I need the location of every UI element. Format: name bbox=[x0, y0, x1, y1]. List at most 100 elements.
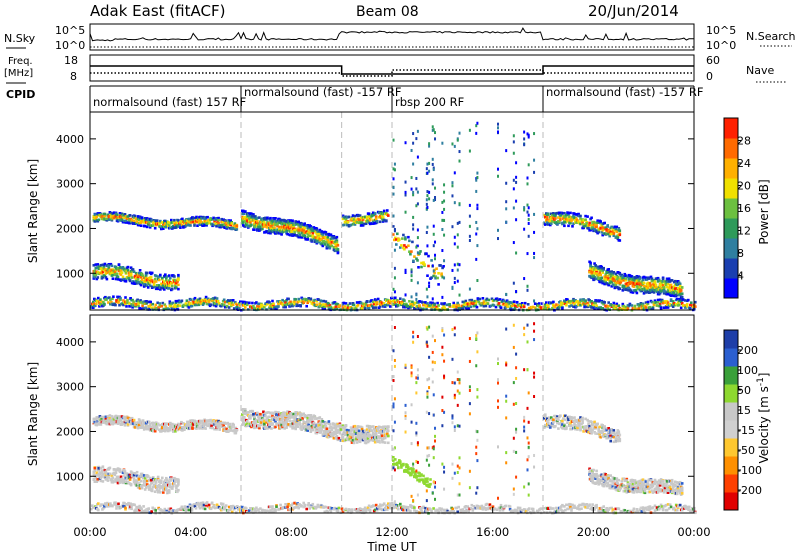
power-echo bbox=[322, 240, 326, 243]
velocity-echo bbox=[266, 427, 269, 430]
velocity-echo bbox=[202, 424, 205, 428]
power-echo bbox=[655, 288, 659, 291]
power-echo bbox=[99, 267, 103, 270]
power-echo bbox=[174, 284, 177, 288]
power-echo bbox=[92, 306, 95, 309]
power-echo bbox=[285, 299, 288, 302]
power-echo bbox=[131, 306, 134, 309]
power-streak bbox=[515, 251, 518, 255]
power-echo bbox=[259, 225, 262, 229]
freq-label: Freq. bbox=[8, 56, 33, 67]
power-echo bbox=[612, 232, 616, 235]
power-echo bbox=[257, 308, 260, 311]
power-echo bbox=[309, 297, 313, 301]
power-echo bbox=[662, 286, 666, 289]
power-echo bbox=[615, 225, 619, 229]
velocity-echo bbox=[295, 411, 298, 414]
power-colorbar-swatch bbox=[724, 178, 738, 199]
power-echo bbox=[314, 236, 318, 239]
power-echo bbox=[318, 302, 322, 306]
power-echo bbox=[500, 300, 504, 303]
velocity-echo bbox=[290, 414, 293, 417]
power-echo bbox=[533, 302, 537, 305]
power-echo bbox=[591, 224, 594, 227]
power-echo bbox=[142, 221, 146, 224]
power-echo bbox=[692, 305, 695, 308]
power-echo bbox=[186, 304, 190, 307]
power-ytick-label: 2000 bbox=[56, 222, 84, 235]
power-colorbar-swatch bbox=[724, 278, 738, 299]
power-echo bbox=[468, 302, 472, 306]
power-echo bbox=[290, 302, 293, 306]
power-echo bbox=[321, 244, 325, 248]
power-streak bbox=[404, 293, 407, 297]
power-echo bbox=[132, 300, 135, 304]
power-echo bbox=[317, 235, 321, 239]
power-echo bbox=[98, 305, 101, 308]
power-echo bbox=[334, 249, 338, 252]
power-streak bbox=[458, 202, 461, 206]
power-echo bbox=[156, 275, 160, 278]
power-echo bbox=[306, 301, 309, 304]
velocity-echo bbox=[264, 415, 267, 418]
power-echo bbox=[163, 288, 166, 291]
power-echo bbox=[603, 301, 606, 304]
power-echo bbox=[341, 306, 345, 310]
power-echo bbox=[345, 222, 349, 225]
power-echo bbox=[672, 285, 676, 288]
power-echo bbox=[361, 224, 365, 227]
power-echo bbox=[593, 275, 596, 279]
velocity-echo bbox=[229, 428, 232, 432]
power-streak bbox=[425, 287, 428, 291]
power-echo bbox=[624, 274, 628, 277]
power-echo bbox=[386, 298, 389, 302]
velocity-echo bbox=[291, 416, 294, 419]
power-echo bbox=[599, 306, 602, 309]
power-echo bbox=[570, 219, 573, 223]
power-echo bbox=[291, 219, 294, 222]
power-echo bbox=[666, 301, 670, 304]
power-echo bbox=[301, 297, 304, 301]
power-echo bbox=[159, 221, 162, 224]
power-echo bbox=[323, 307, 327, 310]
velocity-echo bbox=[117, 421, 121, 425]
power-streak bbox=[451, 184, 454, 188]
power-echo bbox=[148, 281, 152, 284]
power-echo bbox=[612, 301, 616, 305]
power-echo bbox=[502, 299, 506, 303]
velocity-echo bbox=[183, 426, 186, 430]
power-echo bbox=[616, 279, 620, 283]
velocity-echo bbox=[285, 426, 288, 429]
power-echo bbox=[373, 212, 377, 216]
power-echo bbox=[177, 283, 180, 287]
power-echo bbox=[125, 305, 128, 308]
power-echo bbox=[129, 297, 132, 301]
power-echo bbox=[600, 280, 603, 283]
power-echo bbox=[206, 297, 210, 301]
power-echo bbox=[296, 227, 299, 230]
power-echo bbox=[296, 222, 299, 226]
power-echo bbox=[103, 274, 107, 277]
power-echo bbox=[92, 264, 96, 267]
power-streak bbox=[497, 130, 500, 134]
power-echo bbox=[401, 237, 404, 240]
power-echo bbox=[662, 292, 666, 295]
power-echo bbox=[408, 239, 411, 243]
power-echo bbox=[460, 304, 464, 308]
power-streak bbox=[475, 220, 478, 224]
power-echo bbox=[637, 305, 641, 308]
power-echo bbox=[222, 298, 226, 302]
velocity-echo bbox=[262, 412, 265, 415]
velocity-echo bbox=[144, 426, 148, 429]
velocity-echo bbox=[309, 415, 313, 418]
velocity-echo bbox=[298, 423, 301, 426]
power-echo bbox=[666, 292, 670, 296]
power-data bbox=[90, 112, 697, 513]
power-echo bbox=[320, 299, 324, 303]
power-echo bbox=[606, 307, 609, 310]
power-echo bbox=[568, 305, 571, 308]
power-streak bbox=[404, 180, 407, 184]
power-echo bbox=[434, 308, 437, 311]
power-echo bbox=[322, 299, 326, 303]
power-echo bbox=[122, 303, 125, 307]
